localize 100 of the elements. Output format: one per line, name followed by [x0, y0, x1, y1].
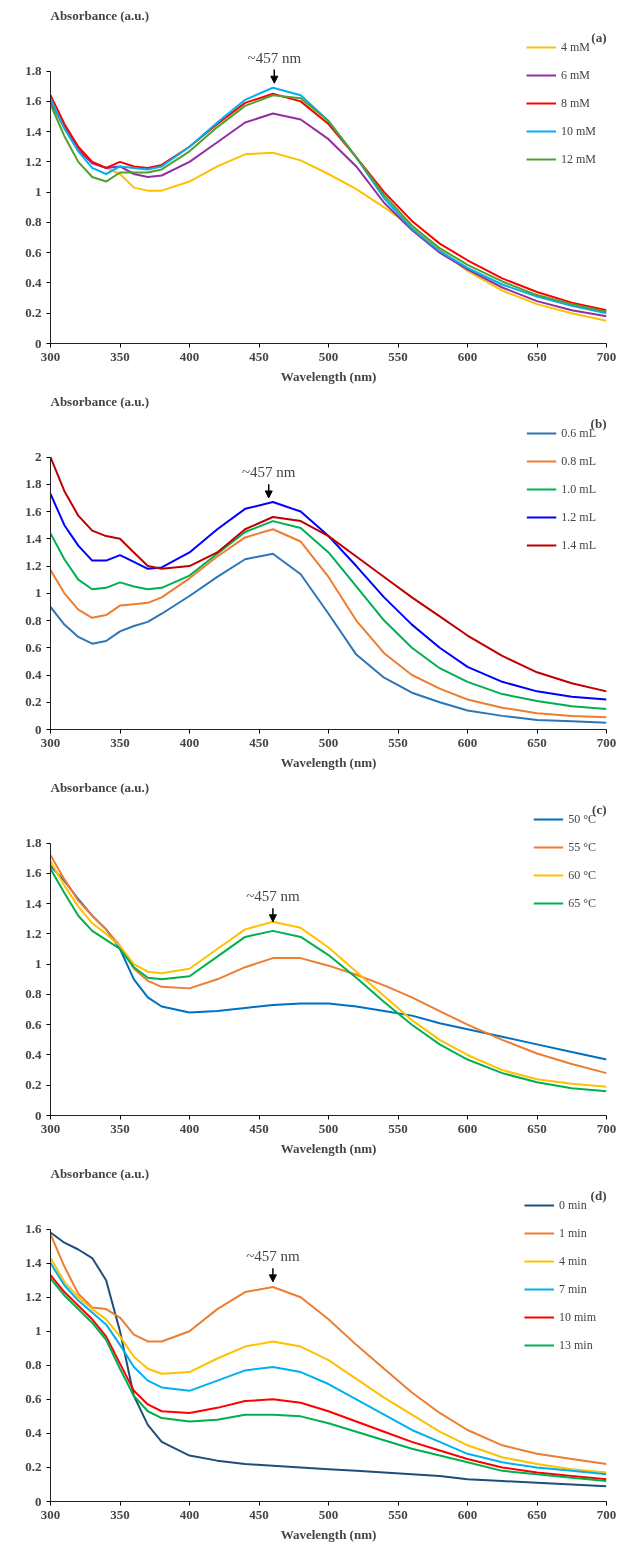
x-tick-label: 450 — [249, 1506, 269, 1522]
legend-label: 1 min — [558, 1225, 587, 1241]
text: (d) — [590, 1187, 607, 1203]
y-tick-label: 0.4 — [25, 274, 42, 290]
y-tick-label: 0.6 — [25, 1391, 42, 1407]
text: (a) — [591, 29, 607, 45]
line-series — [50, 456, 607, 693]
y-tick-label: 2 — [35, 449, 42, 465]
legend-label: 1.0 mL — [561, 481, 596, 497]
y-axis-title: Absorbance (a.u.) — [50, 7, 150, 23]
y-tick-label: 0.8 — [25, 986, 42, 1002]
legend-label: 10 mM — [560, 123, 596, 139]
y-tick-label: 0 — [35, 1107, 42, 1123]
y-tick-label: 0.6 — [25, 1016, 42, 1032]
legend-label: 4 min — [558, 1253, 587, 1269]
legend-label: 55 °C — [568, 839, 596, 855]
x-tick-label: 400 — [179, 1506, 200, 1522]
annotation: ~457 nm — [246, 1248, 300, 1265]
x-tick-label: 400 — [179, 1120, 200, 1136]
line-series — [50, 492, 607, 701]
y-tick-label: 0.2 — [25, 1077, 42, 1093]
y-tick-label: 0 — [35, 335, 42, 351]
annotation: ~457 nm — [241, 464, 296, 481]
y-axis-title: Absorbance (a.u.) — [50, 1165, 150, 1181]
x-axis-title: Wavelength (nm) — [280, 368, 377, 384]
x-tick-label: 650 — [527, 1120, 547, 1136]
y-tick-label: 1.2 — [25, 558, 42, 574]
y-tick-label: 1.4 — [25, 530, 42, 546]
legend-label: 1.2 mL — [561, 509, 596, 525]
x-tick-label: 300 — [40, 734, 61, 750]
x-tick-label: 450 — [249, 734, 269, 750]
x-tick-label: 700 — [596, 734, 617, 750]
y-tick-label: 1.2 — [25, 153, 42, 169]
x-tick-label: 500 — [318, 348, 339, 364]
y-tick-label: 1.4 — [25, 1255, 42, 1271]
y-tick-label: 1.8 — [25, 476, 42, 492]
x-axis-title: Wavelength (nm) — [280, 1140, 377, 1156]
x-tick-label: 700 — [596, 1506, 617, 1522]
y-tick-label: 0 — [35, 1493, 42, 1509]
x-tick-label: 600 — [457, 734, 478, 750]
legend-label: 4 mM — [560, 39, 590, 55]
x-tick-label: 400 — [179, 348, 200, 364]
y-tick-label: 0.8 — [25, 1357, 42, 1373]
y-tick-label: 1 — [35, 1323, 42, 1339]
legend-label: 1.4 mL — [561, 537, 596, 553]
x-tick-label: 450 — [249, 1120, 269, 1136]
x-tick-label: 650 — [527, 734, 547, 750]
x-tick-label: 550 — [388, 1506, 408, 1522]
y-tick-label: 0.2 — [25, 305, 42, 321]
y-tick-label: 1.6 — [25, 93, 42, 109]
legend-label: 0 min — [558, 1197, 587, 1213]
legend-label: 10 mim — [558, 1309, 596, 1325]
x-tick-label: 700 — [596, 348, 617, 364]
y-tick-label: 0.4 — [25, 667, 42, 683]
y-tick-label: 0.8 — [25, 214, 42, 230]
text: (b) — [590, 415, 607, 431]
legend-label: 12 mM — [560, 151, 596, 167]
x-tick-label: 600 — [457, 1120, 478, 1136]
x-tick-label: 300 — [40, 348, 61, 364]
y-tick-label: 0.6 — [25, 639, 42, 655]
y-tick-label: 1 — [35, 184, 42, 200]
x-tick-label: 550 — [388, 734, 408, 750]
x-tick-label: 650 — [527, 1506, 547, 1522]
x-tick-label: 400 — [179, 734, 200, 750]
x-tick-label: 500 — [318, 1506, 339, 1522]
x-axis-title: Wavelength (nm) — [280, 1526, 377, 1542]
x-axis-title: Wavelength (nm) — [280, 754, 377, 770]
y-tick-label: 1.6 — [25, 865, 42, 881]
y-tick-label: 1.4 — [25, 895, 42, 911]
y-tick-label: 0.4 — [25, 1046, 42, 1062]
x-tick-label: 500 — [318, 734, 339, 750]
legend-label: 13 min — [558, 1337, 593, 1353]
x-tick-label: 450 — [249, 348, 269, 364]
y-tick-label: 1.8 — [25, 63, 42, 79]
annotation: ~457 nm — [246, 888, 300, 905]
legend-label: 60 °C — [568, 867, 596, 883]
y-axis-title: Absorbance (a.u.) — [50, 779, 150, 795]
x-tick-label: 500 — [318, 1120, 339, 1136]
y-tick-label: 1.8 — [25, 835, 42, 851]
y-tick-label: 1.4 — [25, 123, 42, 139]
legend-label: 0.8 mL — [561, 453, 596, 469]
x-tick-label: 350 — [110, 1506, 130, 1522]
x-tick-label: 350 — [110, 348, 130, 364]
y-axis-title: Absorbance (a.u.) — [50, 393, 150, 409]
x-tick-label: 350 — [110, 734, 130, 750]
y-tick-label: 0.2 — [25, 694, 42, 710]
x-tick-label: 650 — [527, 348, 547, 364]
y-tick-label: 0.2 — [25, 1459, 42, 1475]
legend-label: 7 min — [558, 1281, 587, 1297]
y-tick-label: 0.4 — [25, 1425, 42, 1441]
x-tick-label: 600 — [457, 1506, 478, 1522]
y-tick-label: 1.6 — [25, 503, 42, 519]
y-tick-label: 0.8 — [25, 612, 42, 628]
legend-label: 65 °C — [568, 895, 596, 911]
x-tick-label: 300 — [40, 1120, 61, 1136]
y-tick-label: 0.6 — [25, 244, 42, 260]
legend-label: 6 mM — [560, 67, 590, 83]
annotation: ~457 nm — [247, 49, 302, 66]
x-tick-label: 300 — [40, 1506, 61, 1522]
y-tick-label: 0 — [35, 721, 42, 737]
